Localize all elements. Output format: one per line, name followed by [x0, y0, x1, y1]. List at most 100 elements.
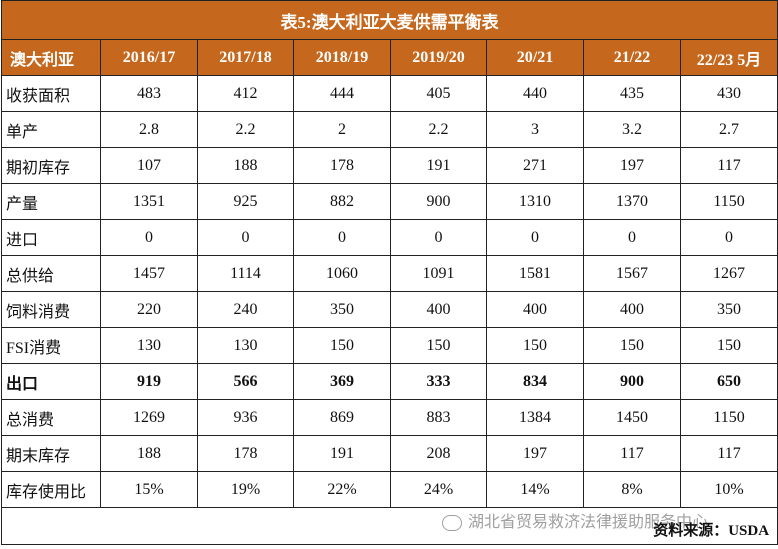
- cell: 1114: [197, 255, 294, 292]
- source-note: 资料来源：USDA: [653, 523, 770, 539]
- cell: 405: [390, 75, 487, 112]
- table-row: 期初库存 107 188 178 191 271 197 117: [1, 147, 778, 184]
- cell: 117: [583, 435, 681, 472]
- header-row: 澳大利亚 2016/17 2017/18 2018/19 2019/20 20/21 21/…: [1, 39, 778, 76]
- cell: 1450: [583, 399, 681, 436]
- table-row: 进口 0 0 0 0 0 0 0: [1, 219, 778, 256]
- table-body: 收获面积 483 412 444 405 440 435 430 单产 2.8 2.2 2 2.2 3 3.…: [1, 75, 778, 508]
- table-row: 产量 1351 925 882 900 1310 1370 1150: [1, 183, 778, 220]
- cell: 0: [583, 219, 681, 256]
- cell: 0: [197, 219, 294, 256]
- cell: 925: [197, 183, 294, 220]
- cell: 400: [390, 291, 487, 328]
- cell: 440: [486, 75, 584, 112]
- header-cell: 2018/19: [293, 39, 391, 76]
- table-row: 库存使用比 15% 19% 22% 24% 14% 8% 10%: [1, 471, 778, 508]
- cell: 188: [197, 147, 294, 184]
- header-cell: 22/23 5月: [679, 39, 778, 76]
- header-cell: 21/22: [583, 39, 681, 76]
- cell: 1091: [390, 255, 487, 292]
- cell: 178: [293, 147, 391, 184]
- cell: 208: [390, 435, 487, 472]
- cell: 1370: [583, 183, 681, 220]
- cell: 3: [486, 111, 584, 148]
- cell: 882: [293, 183, 391, 220]
- footer: 湖北省贸易救济法律援助服务中心 资料来源：USDA: [0, 507, 778, 545]
- cell: 1269: [100, 399, 198, 436]
- cell: 220: [100, 291, 198, 328]
- cell: 24%: [390, 471, 487, 508]
- cell: 650: [679, 363, 778, 400]
- cell: 2.7: [679, 111, 778, 148]
- table-row: 收获面积 483 412 444 405 440 435 430: [1, 75, 778, 112]
- cell: 191: [293, 435, 391, 472]
- cell: 3.2: [583, 111, 681, 148]
- cell: 1150: [679, 399, 778, 436]
- cell: 1457: [100, 255, 198, 292]
- cell: 900: [583, 363, 681, 400]
- cell: 191: [390, 147, 487, 184]
- cell: 2.2: [390, 111, 487, 148]
- cell: 1267: [679, 255, 778, 292]
- cell: 0: [390, 219, 487, 256]
- header-cell: 2017/18: [197, 39, 294, 76]
- row-label: 单产: [1, 111, 101, 148]
- row-label: 收获面积: [1, 75, 101, 112]
- cell: 1581: [486, 255, 584, 292]
- cell: 834: [486, 363, 584, 400]
- cell: 435: [583, 75, 681, 112]
- cell: 15%: [100, 471, 198, 508]
- cell: 566: [197, 363, 294, 400]
- cell: 0: [679, 219, 778, 256]
- cell: 0: [486, 219, 584, 256]
- cell: 107: [100, 147, 198, 184]
- cell: 869: [293, 399, 391, 436]
- row-label: 进口: [1, 219, 101, 256]
- cell: 240: [197, 291, 294, 328]
- cell: 400: [583, 291, 681, 328]
- table-row: 出口 919 566 369 333 834 900 650: [1, 363, 778, 400]
- cell: 150: [390, 327, 487, 364]
- cell: 14%: [486, 471, 584, 508]
- cell: 19%: [197, 471, 294, 508]
- watermark-text: 湖北省贸易救济法律援助服务中心: [468, 512, 709, 531]
- cell: 22%: [293, 471, 391, 508]
- table-title: 表5:澳大利亚大麦供需平衡表: [0, 0, 778, 40]
- cell: 1384: [486, 399, 584, 436]
- table-row: 单产 2.8 2.2 2 2.2 3 3.2 2.7: [1, 111, 778, 148]
- row-label: 总消费: [1, 399, 101, 436]
- cell: 150: [293, 327, 391, 364]
- cell: 130: [100, 327, 198, 364]
- row-label: 期末库存: [1, 435, 101, 472]
- cell: 400: [486, 291, 584, 328]
- table-row: 饲料消费 220 240 350 400 400 400 350: [1, 291, 778, 328]
- cell: 919: [100, 363, 198, 400]
- table-row: 期末库存 188 178 191 208 197 117 117: [1, 435, 778, 472]
- row-label: 饲料消费: [1, 291, 101, 328]
- cell: 883: [390, 399, 487, 436]
- table-row: 总供给 1457 1114 1060 1091 1581 1567 1267: [1, 255, 778, 292]
- cell: 350: [679, 291, 778, 328]
- table-row: 总消费 1269 936 869 883 1384 1450 1150: [1, 399, 778, 436]
- row-label: 库存使用比: [1, 471, 101, 508]
- cell: 8%: [583, 471, 681, 508]
- cell: 197: [583, 147, 681, 184]
- cell: 10%: [679, 471, 778, 508]
- cell: 117: [679, 147, 778, 184]
- cell: 150: [486, 327, 584, 364]
- row-label: FSI消费: [1, 327, 101, 364]
- cell: 2: [293, 111, 391, 148]
- header-cell: 澳大利亚: [1, 39, 101, 76]
- cell: 369: [293, 363, 391, 400]
- cell: 0: [100, 219, 198, 256]
- table-row: FSI消费 130 130 150 150 150 150 150: [1, 327, 778, 364]
- cell: 271: [486, 147, 584, 184]
- wechat-icon: [442, 514, 462, 531]
- row-label: 产量: [1, 183, 101, 220]
- cell: 1351: [100, 183, 198, 220]
- cell: 412: [197, 75, 294, 112]
- cell: 117: [679, 435, 778, 472]
- cell: 1150: [679, 183, 778, 220]
